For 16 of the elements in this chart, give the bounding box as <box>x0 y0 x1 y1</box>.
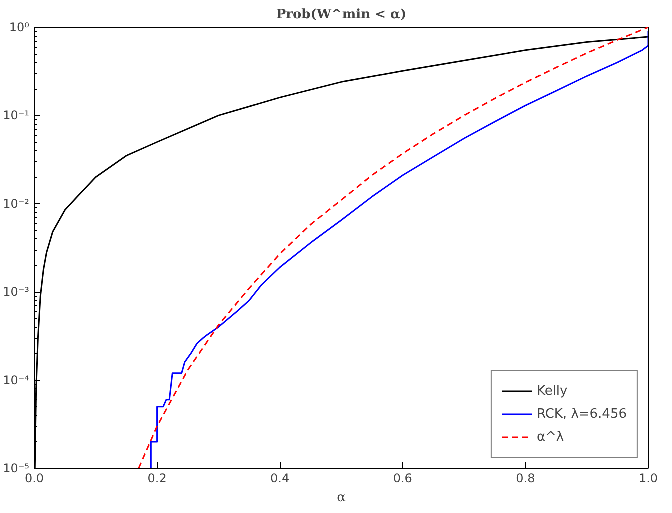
x-tick-label: 1.0 <box>638 472 658 486</box>
x-tick-label: 0.6 <box>393 472 412 486</box>
x-tick-label: 0.8 <box>516 472 536 486</box>
legend-label: Kelly <box>536 384 568 398</box>
x-tick-label: 0.2 <box>148 472 167 486</box>
x-axis-title: α <box>337 490 346 506</box>
legend-label: RCK, λ=6.456 <box>536 406 627 422</box>
x-tick-label: 0.4 <box>270 472 290 486</box>
y-tick-label: 10⁻⁴ <box>3 373 30 388</box>
x-tick-label: 0.0 <box>24 472 44 486</box>
y-tick-label: 10⁰ <box>9 20 30 34</box>
chart-title: Prob(W^min < α) <box>276 8 407 22</box>
y-tick-label: 10⁻² <box>3 196 30 211</box>
y-tick-label: 10⁻³ <box>3 285 30 300</box>
legend-label: α^λ <box>536 430 564 444</box>
y-tick-label: 10⁻¹ <box>3 108 30 123</box>
